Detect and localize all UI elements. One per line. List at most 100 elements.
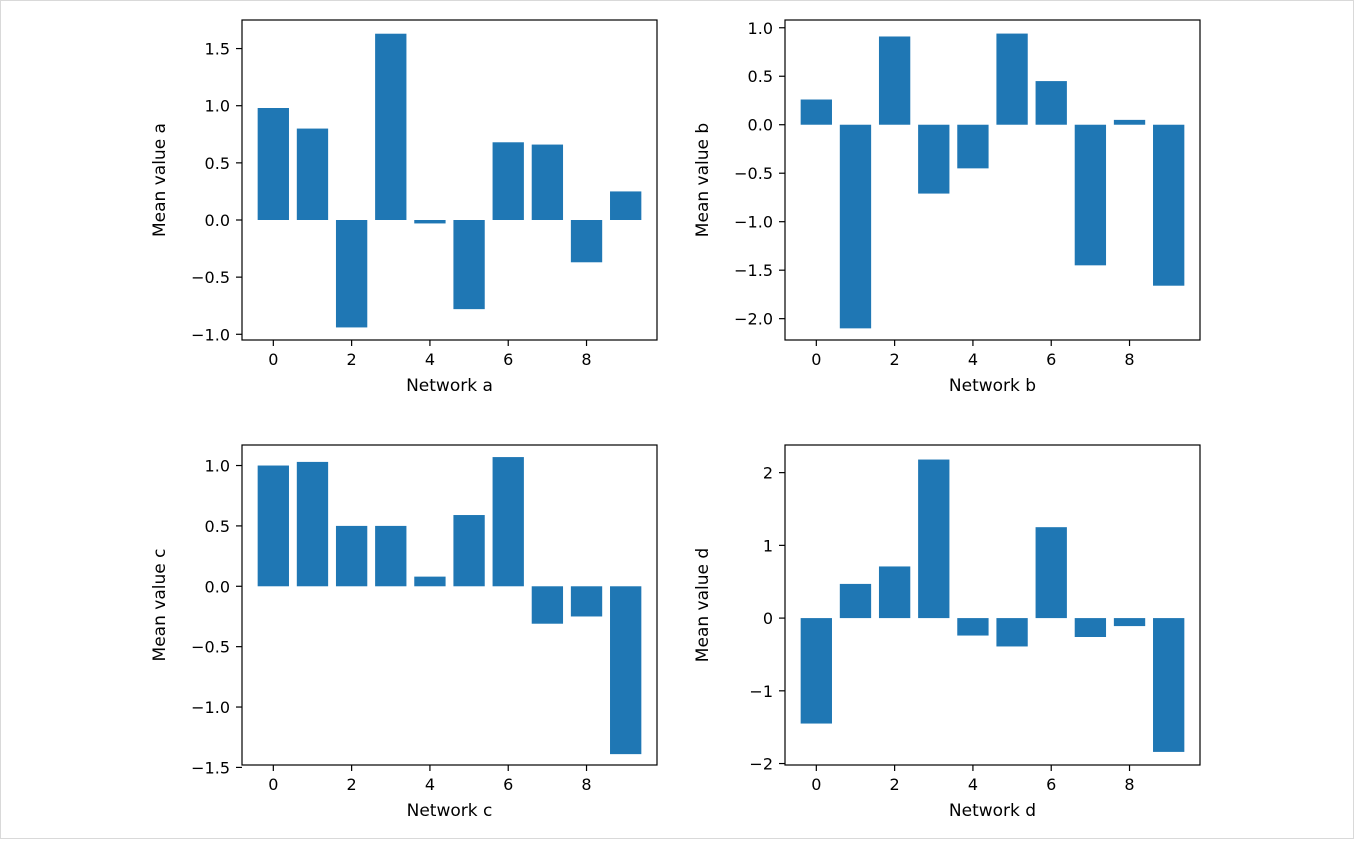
bar-2-4 [414,576,446,587]
y-tick-label: −1.0 [734,213,773,232]
axes-frame [784,19,1201,341]
bar-3-3 [918,459,950,619]
y-axis-label: Mean value d [693,548,713,662]
y-tick-label: −1.0 [191,325,230,344]
bar-0-1 [296,128,329,220]
x-axis-label: Network c [407,801,493,821]
x-tick-label: 2 [890,350,900,369]
y-tick-label: −0.5 [734,164,773,183]
y-tick-label: −2.0 [734,310,773,329]
bar-1-7 [1074,124,1107,266]
x-tick-label: 2 [347,350,357,369]
bar-3-8 [1113,618,1146,627]
y-tick-label: 0.0 [748,116,773,135]
y-axis-label: Mean value c [150,549,170,662]
bar-1-9 [1153,124,1185,286]
bar-2-5 [453,515,485,587]
bar-2-7 [531,586,564,624]
x-tick-label: 0 [811,350,821,369]
bar-1-5 [996,33,1028,125]
x-tick-label: 4 [968,775,978,794]
bar-3-5 [996,618,1028,647]
y-tick-label: 0.5 [205,154,230,173]
y-tick-label: 1.0 [205,457,230,476]
y-tick-label: −1 [749,682,773,701]
bar-2-1 [296,461,329,587]
bar-0-2 [335,220,368,328]
x-tick-label: 8 [581,775,591,794]
y-tick-label: 0.5 [748,67,773,86]
x-tick-label: 4 [425,775,435,794]
bar-3-4 [957,618,989,636]
axes-frame [241,19,658,341]
bar-3-1 [839,583,872,619]
x-tick-label: 0 [268,350,278,369]
x-tick-label: 0 [811,775,821,794]
y-tick-label: 1.0 [748,19,773,38]
y-tick-label: 0 [763,609,773,628]
y-tick-label: −0.5 [191,268,230,287]
bar-3-6 [1035,527,1067,619]
bar-1-1 [839,124,872,329]
x-tick-label: 2 [890,775,900,794]
bar-0-9 [610,191,642,220]
bar-0-4 [414,220,446,224]
y-axis-label: Mean value a [150,123,170,237]
bar-3-0 [800,618,832,724]
y-tick-label: −0.5 [191,638,230,657]
y-tick-label: 0.0 [205,211,230,230]
bar-1-2 [878,36,911,125]
x-tick-label: 6 [503,775,513,794]
bar-1-0 [800,99,832,125]
x-tick-label: 6 [1046,775,1056,794]
bar-2-2 [335,525,368,587]
axes-frame [784,444,1201,766]
chart-panel-3: 0 2 4 6 8 −2 −1 0 1 2 Network d Mean value d [693,444,1201,821]
x-tick-label: 8 [1124,775,1134,794]
x-axis-label: Network b [949,376,1036,396]
bar-1-8 [1113,119,1146,125]
x-tick-label: 4 [425,350,435,369]
bar-0-3 [375,33,407,220]
y-tick-label: 1 [763,536,773,555]
y-tick-label: −1.5 [734,261,773,280]
bar-3-2 [878,566,911,619]
y-tick-label: 1.0 [205,97,230,116]
bar-2-8 [570,586,603,617]
y-tick-label: −1.5 [191,758,230,777]
bar-1-3 [918,124,950,194]
y-axis-label: Mean value b [693,123,713,237]
x-tick-label: 0 [268,775,278,794]
bar-0-6 [492,142,524,220]
bar-2-0 [257,465,289,587]
bar-3-7 [1074,618,1107,637]
bar-0-8 [570,220,603,263]
axes-frame [241,444,658,766]
y-tick-label: 1.5 [205,40,230,59]
bar-0-7 [531,144,564,220]
chart-panel-2: 0 2 4 6 8 −1.5 −1.0 −0.5 0.0 0.5 1.0 Network c Mean … [150,444,658,821]
bar-0-5 [453,220,485,310]
x-tick-label: 4 [968,350,978,369]
y-tick-label: −1.0 [191,698,230,717]
x-axis-label: Network a [406,376,493,396]
x-tick-label: 6 [503,350,513,369]
y-tick-label: 2 [763,464,773,483]
y-tick-label: 0.5 [205,517,230,536]
bar-2-6 [492,457,524,587]
chart-panel-1: 0 2 4 6 8 −2.0 −1.5 −1.0 −0.5 0.0 0.5 1.0 Network b M… [693,19,1201,396]
bar-1-4 [957,124,989,169]
x-tick-label: 8 [1124,350,1134,369]
bar-3-9 [1153,618,1185,752]
x-tick-label: 6 [1046,350,1056,369]
bar-2-3 [375,525,407,587]
x-tick-label: 2 [347,775,357,794]
y-tick-label: 0.0 [205,577,230,596]
bar-2-9 [610,586,642,755]
chart-panel-0: 0 2 4 6 8 −1.0 −0.5 0.0 0.5 1.0 1.5 Network a Mean v… [150,19,658,396]
y-tick-label: −2 [749,755,773,774]
x-tick-label: 8 [581,350,591,369]
bar-0-0 [257,108,289,220]
